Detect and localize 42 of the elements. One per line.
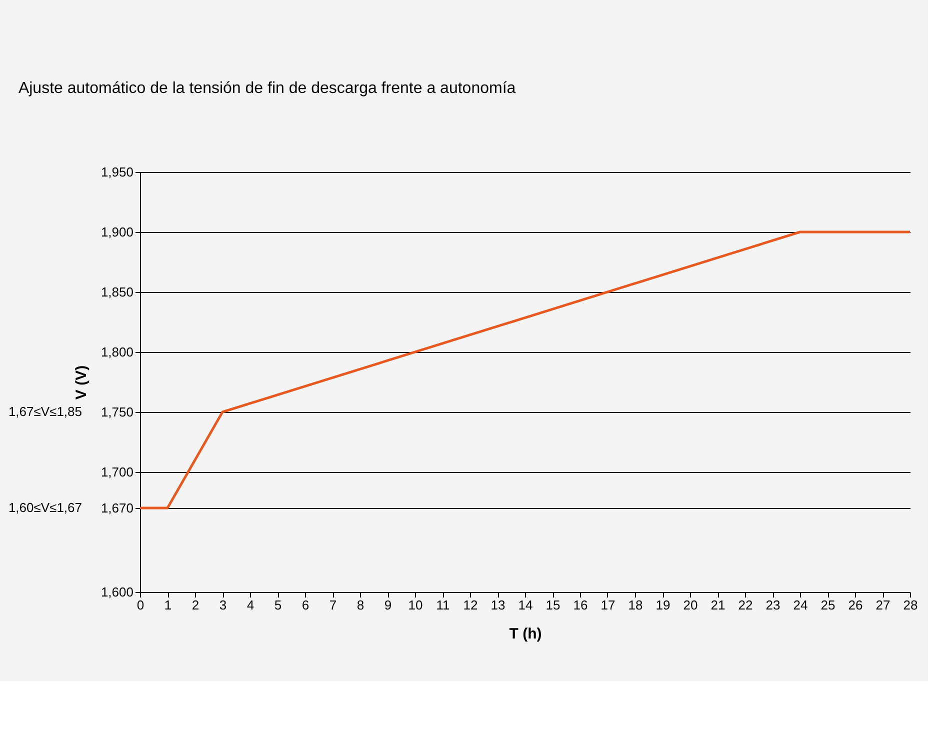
- x-tick-label: 7: [329, 598, 337, 612]
- y-tick-label: 1,850: [100, 284, 134, 300]
- y-tick-label: 1,900: [100, 224, 134, 240]
- x-tick-label: 14: [518, 598, 533, 612]
- x-tick-label: 5: [274, 598, 282, 612]
- y-tick-label: 1,600: [100, 584, 134, 600]
- y-tick-label: 1,800: [100, 344, 134, 360]
- x-tick-label: 27: [876, 598, 890, 612]
- x-tick-label: 2: [192, 598, 200, 612]
- y-tick-label: 1,670: [100, 500, 134, 516]
- text: 1,67≤V≤1,85: [8, 404, 82, 419]
- x-tick-label: 28: [903, 598, 918, 612]
- x-tick-label: 13: [490, 598, 506, 612]
- x-tick-label: 1: [164, 598, 172, 612]
- y-tick-label: 1,700: [100, 464, 134, 480]
- x-tick-label: 21: [710, 598, 726, 612]
- x-tick-label: 9: [384, 598, 392, 612]
- x-tick-label: 6: [302, 598, 310, 612]
- text: 1,60≤V≤1,67: [8, 500, 82, 515]
- y-tick-label: 1,950: [100, 164, 134, 180]
- x-tick-label: 17: [600, 598, 616, 612]
- x-tick-label: 20: [683, 598, 698, 612]
- x-tick-label: 25: [820, 598, 836, 612]
- y-tick-label: 1,750: [100, 404, 134, 420]
- x-tick-label: 11: [436, 598, 450, 612]
- x-tick-label: 15: [546, 598, 560, 612]
- x-tick-label: 16: [573, 598, 588, 612]
- x-tick-label: 23: [766, 598, 780, 612]
- y-axis-title: V (V): [72, 365, 90, 400]
- x-axis-title: T (h): [509, 626, 542, 642]
- x-tick-label: 24: [793, 598, 808, 612]
- x-tick-label: 8: [356, 598, 364, 612]
- x-tick-label: 3: [219, 598, 227, 612]
- x-tick-label: 22: [738, 598, 753, 612]
- x-tick-label: 4: [246, 598, 254, 612]
- x-tick-label: 10: [408, 598, 423, 612]
- x-tick-label: 0: [136, 598, 144, 612]
- x-tick-label: 19: [656, 598, 670, 612]
- chart-title: Ajuste automático de la tensión de fin de descarga frente a autonomía: [18, 80, 516, 97]
- x-tick-label: 12: [463, 598, 478, 612]
- x-tick-label: 26: [848, 598, 863, 612]
- x-tick-label: 18: [628, 598, 643, 612]
